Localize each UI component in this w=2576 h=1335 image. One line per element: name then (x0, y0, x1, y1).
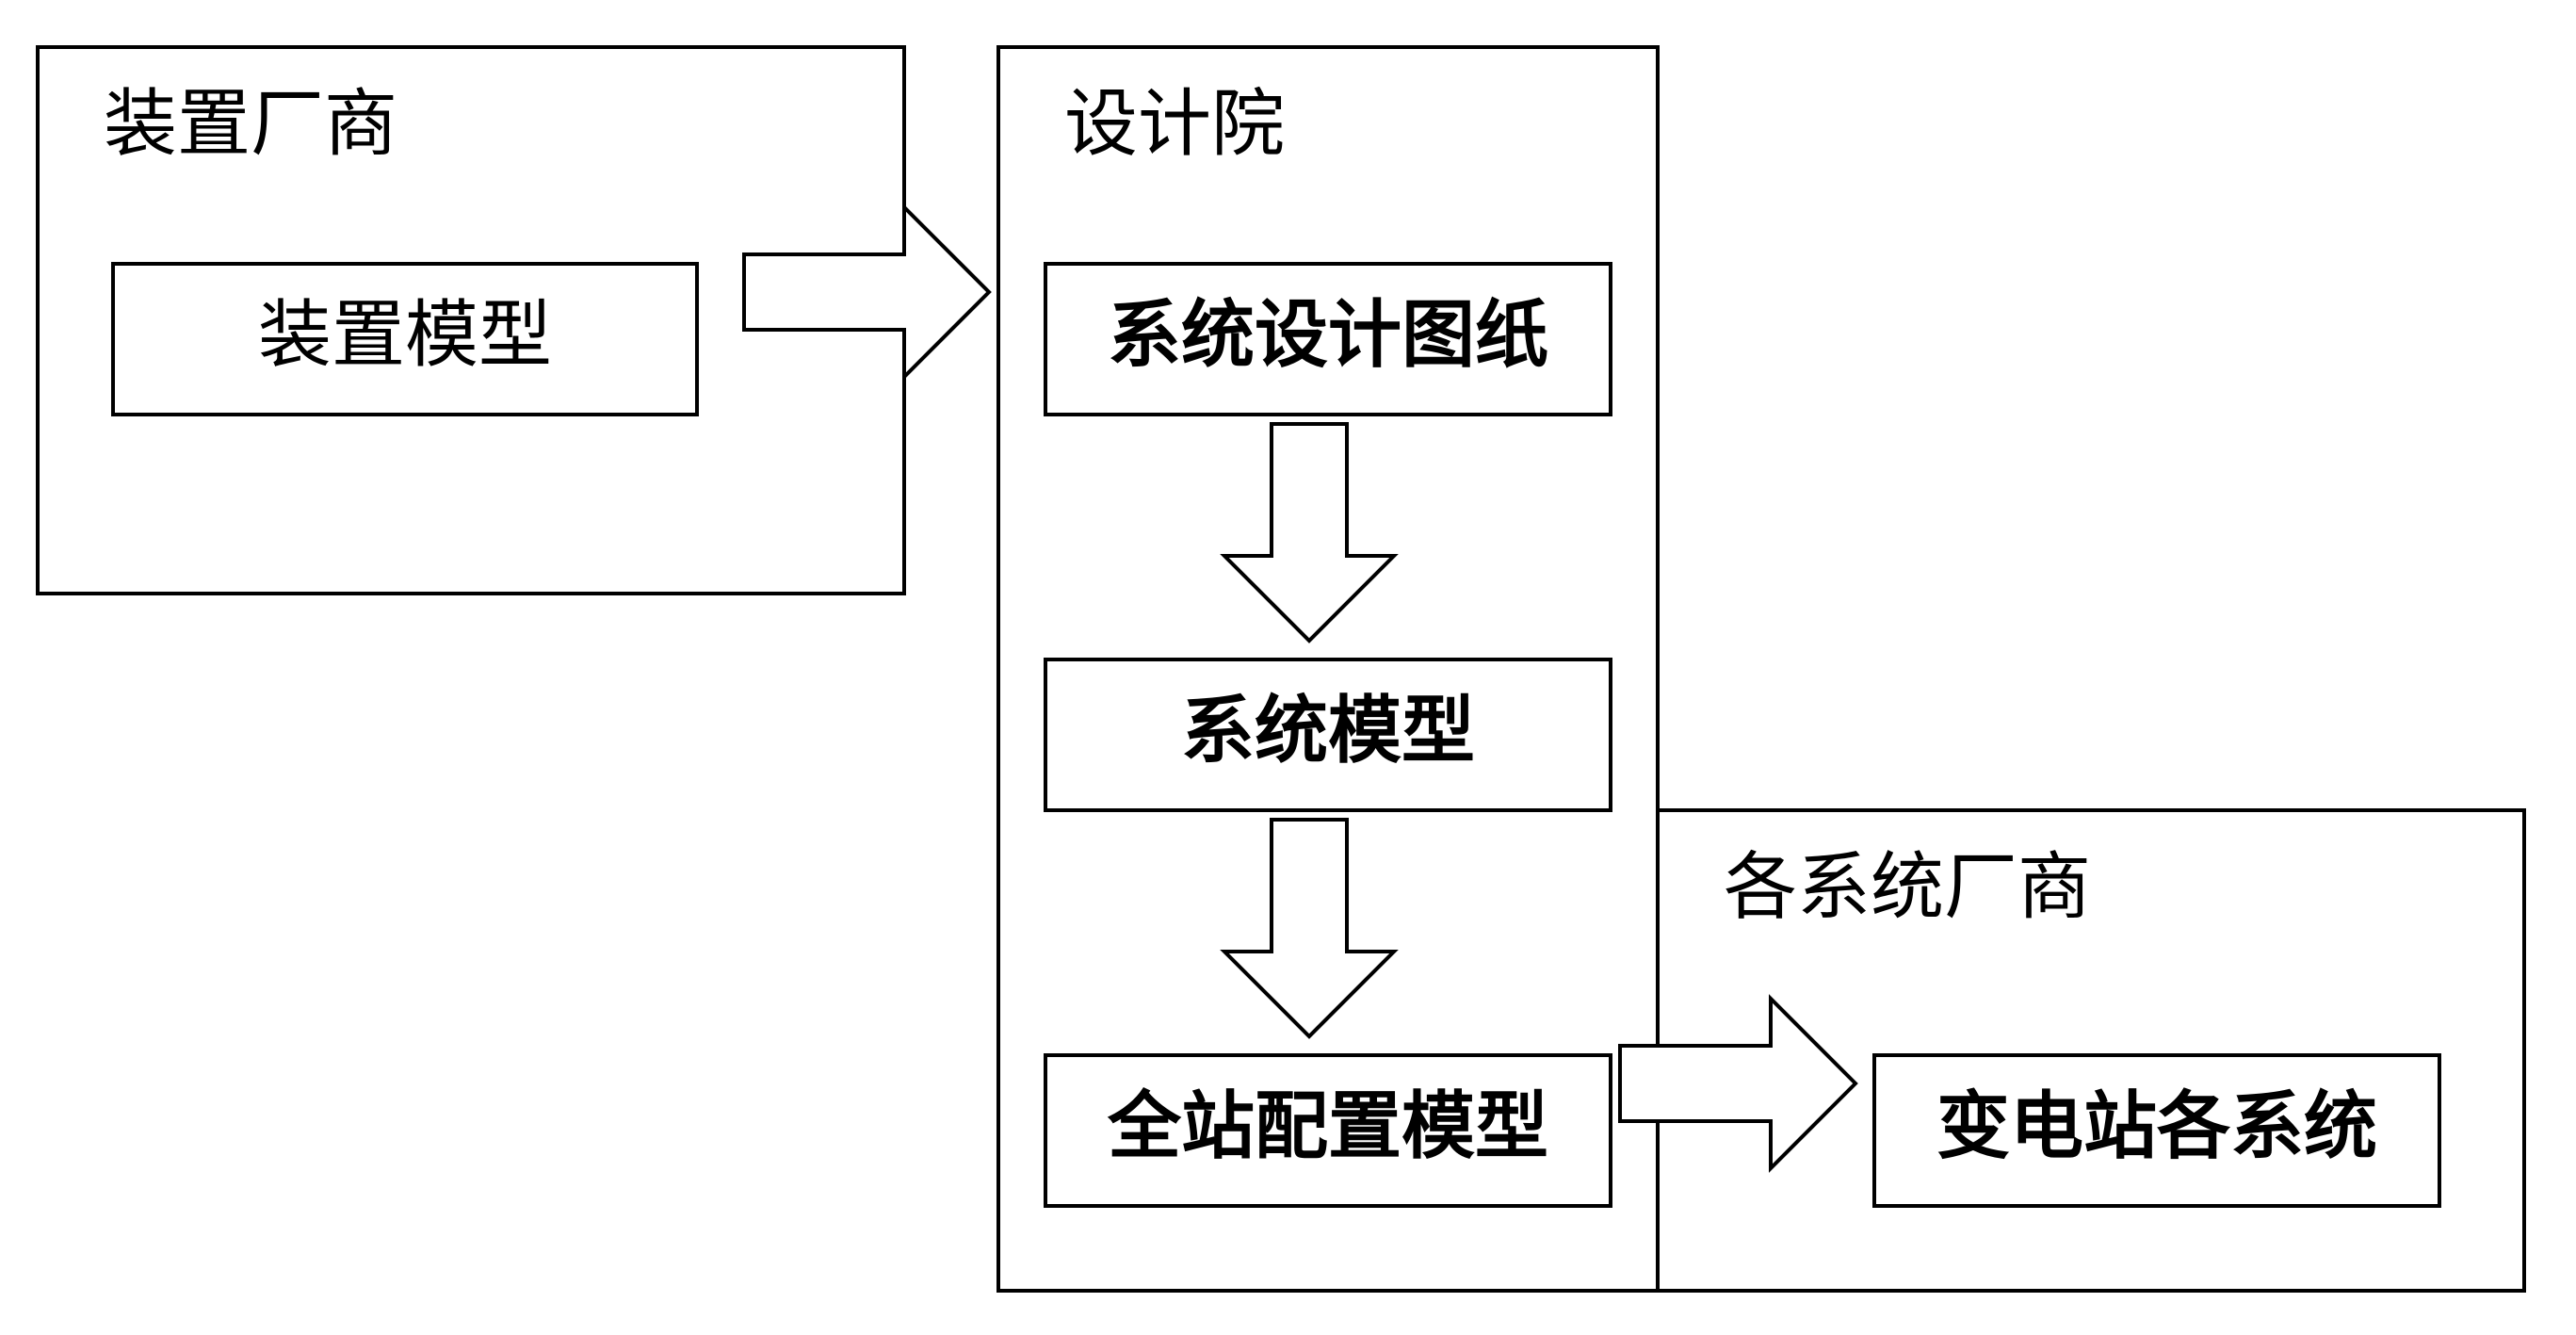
node-label-device_model: 装置模型 (258, 294, 552, 376)
node-label-system_drawing: 系统设计图纸 (1108, 294, 1548, 376)
node-label-system_model: 系统模型 (1181, 690, 1475, 772)
arrow-a2 (1224, 424, 1394, 641)
container-title-system_vendors: 各系统厂商 (1724, 846, 2091, 928)
arrow-a3 (1224, 820, 1394, 1036)
node-label-full_config: 全站配置模型 (1107, 1085, 1548, 1167)
container-title-design_institute: 设计院 (1064, 83, 1285, 165)
flow-diagram: 装置厂商 设计院各系统厂商 装置模型 系统设计图纸系统模型全站配置模型 变电站各系统 (0, 0, 2576, 1335)
container-title-vendor: 装置厂商 (104, 83, 397, 165)
node-label-substation_systems: 变电站各系统 (1936, 1085, 2377, 1167)
arrow-a4 (1620, 999, 1855, 1168)
arrow-a1 (744, 207, 989, 377)
